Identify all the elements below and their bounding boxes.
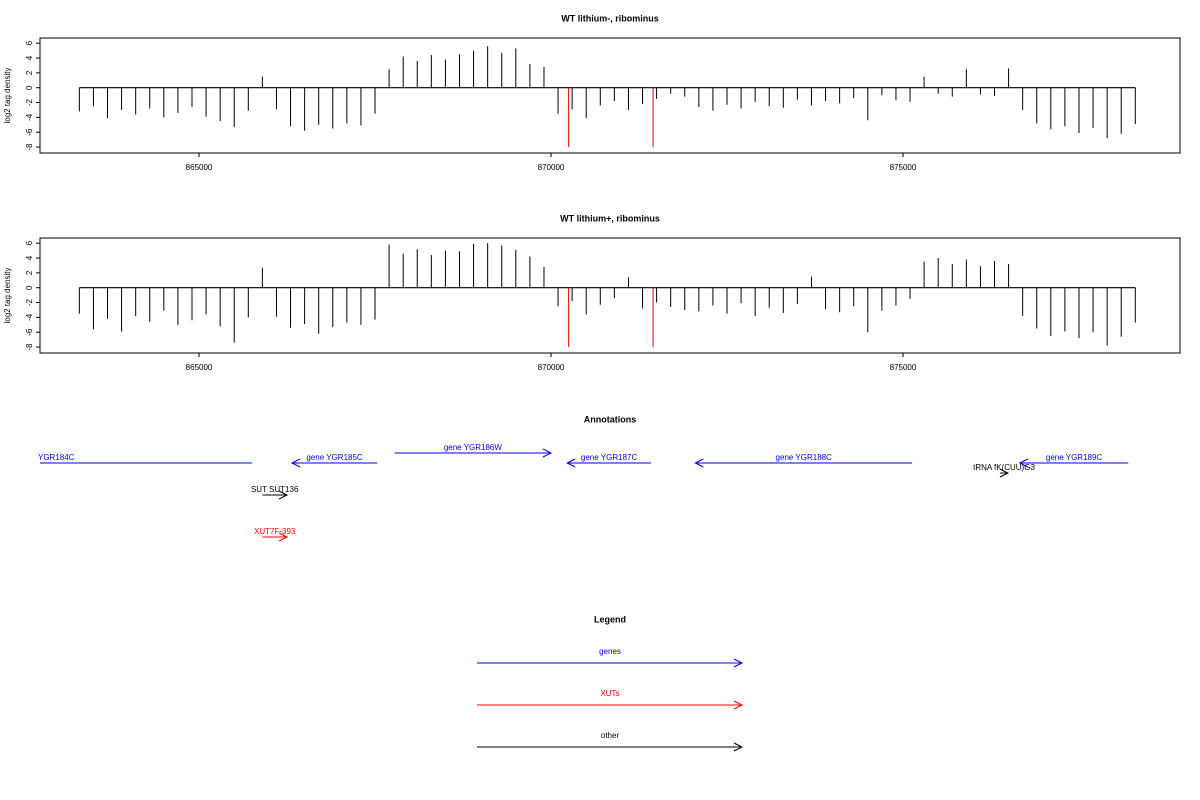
y-tick-label: -6 bbox=[25, 128, 34, 136]
chart-title: WT lithium+, ribominus bbox=[560, 213, 660, 223]
feature-arrow-head bbox=[290, 458, 301, 468]
y-tick-label: -2 bbox=[25, 98, 34, 106]
legend-arrow-head bbox=[733, 658, 744, 668]
y-tick-label: 2 bbox=[25, 270, 34, 275]
y-tick-label: -8 bbox=[25, 343, 34, 351]
feature-arrow-head bbox=[1018, 458, 1029, 468]
y-tick-label: -6 bbox=[25, 328, 34, 336]
feature-label: gene YGR189C bbox=[1046, 453, 1103, 462]
plot-frame bbox=[39, 37, 1181, 154]
feature-arrow-head bbox=[694, 458, 704, 468]
feature-label: tRNA fK(CUU)G3 bbox=[973, 463, 1035, 472]
y-tick-label: -2 bbox=[25, 298, 34, 306]
legend-arrow-head bbox=[733, 742, 744, 752]
legend-label: XUTs bbox=[600, 689, 619, 698]
x-tick-label: 875000 bbox=[890, 163, 917, 172]
plot-frame bbox=[39, 237, 1181, 354]
legend-title: Legend bbox=[594, 614, 626, 624]
y-axis-label: log2 tag density bbox=[3, 67, 12, 123]
legend-label: other bbox=[601, 731, 620, 740]
y-tick-label: 4 bbox=[25, 255, 34, 260]
x-tick-label: 865000 bbox=[186, 163, 213, 172]
feature-arrow-head bbox=[566, 458, 576, 468]
feature-label: gene YGR187C bbox=[581, 453, 638, 462]
y-tick-label: -4 bbox=[25, 113, 34, 121]
y-tick-label: 2 bbox=[25, 70, 34, 75]
y-tick-label: -8 bbox=[25, 143, 34, 151]
y-tick-label: 0 bbox=[25, 85, 34, 90]
feature-label: YGR184C bbox=[38, 453, 75, 462]
x-tick-label: 875000 bbox=[890, 363, 917, 372]
legend-label: genes bbox=[599, 647, 621, 656]
x-tick-label: 870000 bbox=[538, 163, 565, 172]
feature-arrow-head bbox=[542, 448, 553, 458]
chart-title: WT lithium-, ribominus bbox=[561, 13, 659, 23]
y-tick-label: -4 bbox=[25, 313, 34, 321]
feature-label: XUT7F-393 bbox=[254, 527, 296, 536]
x-tick-label: 865000 bbox=[186, 363, 213, 372]
feature-arrow-head bbox=[278, 532, 289, 542]
y-tick-label: 4 bbox=[25, 55, 34, 60]
x-tick-label: 870000 bbox=[538, 363, 565, 372]
y-tick-label: 6 bbox=[25, 40, 34, 45]
annotations-title: Annotations bbox=[584, 414, 637, 424]
feature-label: SUT SUT136 bbox=[251, 485, 299, 494]
feature-label: gene YGR185C bbox=[306, 453, 363, 462]
y-axis-label: log2 tag density bbox=[3, 267, 12, 323]
y-tick-label: 6 bbox=[25, 240, 34, 245]
feature-label: gene YGR188C bbox=[776, 453, 833, 462]
legend-arrow-head bbox=[733, 700, 744, 710]
feature-arrow-head bbox=[999, 468, 1009, 478]
y-tick-label: 0 bbox=[25, 285, 34, 290]
feature-label: gene YGR186W bbox=[444, 443, 503, 452]
feature-arrow-head bbox=[278, 490, 289, 500]
